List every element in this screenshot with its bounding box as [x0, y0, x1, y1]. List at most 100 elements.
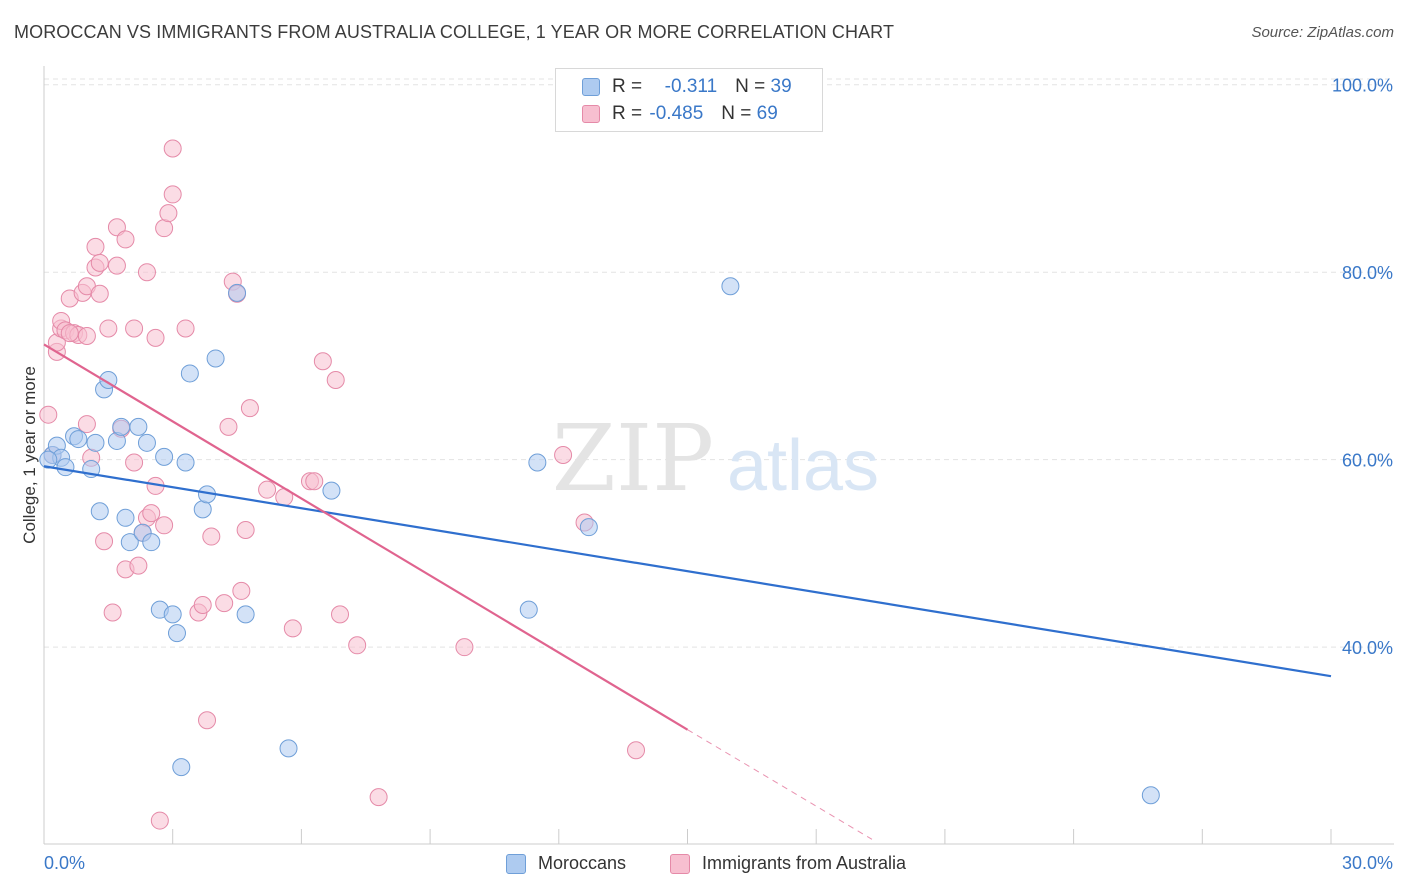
- pink-trend-line: [43, 343, 689, 731]
- pink-data-point: [554, 446, 573, 464]
- blue-data-point: [176, 453, 195, 472]
- pink-data-point: [125, 319, 144, 338]
- y-tick-label: 60.0%: [1342, 451, 1393, 471]
- blue-data-point: [155, 447, 174, 466]
- pink-data-point: [326, 371, 345, 390]
- blue-data-point: [279, 739, 298, 758]
- pink-data-point: [155, 219, 174, 238]
- pink-data-point: [198, 711, 217, 730]
- pink-trend-extension: [687, 729, 873, 840]
- grid: [44, 78, 1394, 648]
- legend-r-label: R =: [612, 103, 643, 124]
- blue-data-point: [142, 533, 161, 552]
- y-tick-label: 100.0%: [1332, 76, 1393, 96]
- blue-data-point: [116, 508, 135, 527]
- pink-data-point: [240, 399, 259, 418]
- blue-data-point: [206, 349, 225, 368]
- pink-data-point: [137, 263, 156, 282]
- axes: [43, 66, 1394, 845]
- blue-data-point: [90, 502, 109, 521]
- watermark: ZIP atlas: [552, 405, 879, 512]
- pink-data-point: [77, 326, 96, 345]
- legend-label-australia: Immigrants from Australia: [702, 853, 907, 873]
- blue-data-point: [129, 417, 148, 436]
- blue-data-point: [56, 458, 75, 477]
- pink-data-point: [107, 256, 126, 275]
- pink-data-point: [369, 788, 388, 807]
- pink-data-point: [331, 605, 350, 624]
- pink-data-point: [219, 417, 238, 436]
- legend-item-moroccans[interactable]: Moroccans: [506, 853, 626, 874]
- legend-r-label: R =: [612, 76, 643, 97]
- pink-data-point: [39, 405, 58, 424]
- blue-data-point: [519, 600, 538, 619]
- blue-data-point: [120, 533, 139, 552]
- pink-data-point: [125, 453, 144, 472]
- blue-data-point: [69, 430, 88, 449]
- trend-lines: [43, 343, 1332, 840]
- watermark-atlas: atlas: [727, 426, 879, 506]
- blue-data-point: [167, 624, 186, 643]
- pink-data-point: [146, 328, 165, 347]
- blue-series: [39, 277, 1160, 805]
- watermark-zip: ZIP: [552, 405, 714, 512]
- legend-n-label: N =: [735, 76, 766, 97]
- pink-data-point: [202, 527, 221, 546]
- legend-item-australia[interactable]: Immigrants from Australia: [670, 853, 906, 874]
- blue-data-point: [163, 605, 182, 624]
- source-label: Source: ZipAtlas.com: [1251, 24, 1394, 41]
- blue-data-point: [1141, 786, 1160, 805]
- pink-data-point: [107, 218, 126, 237]
- pink-data-point: [155, 516, 174, 535]
- legend-swatch-pink: [670, 853, 690, 874]
- pink-data-point: [129, 556, 148, 575]
- pink-series: [39, 139, 646, 830]
- chart-title: MOROCCAN VS IMMIGRANTS FROM AUSTRALIA CO…: [14, 22, 895, 42]
- blue-data-point: [86, 433, 105, 452]
- pink-data-point: [142, 504, 161, 523]
- blue-data-point: [228, 283, 247, 302]
- pink-data-point: [90, 284, 109, 303]
- y-tick-label: 80.0%: [1342, 263, 1393, 283]
- pink-data-point: [258, 480, 277, 499]
- x-tick-label: 30.0%: [1342, 853, 1393, 873]
- pink-data-point: [159, 204, 178, 223]
- legend-row-moroccans: R = -0.311 N = 39: [582, 74, 792, 100]
- pink-data-point: [215, 594, 234, 613]
- legend-n-value: 39: [770, 76, 792, 97]
- pink-data-point: [176, 319, 195, 338]
- blue-data-point: [721, 277, 740, 296]
- pink-data-point: [305, 472, 324, 491]
- legend-r-value: -0.311: [664, 76, 718, 97]
- tick-labels: 40.0% 60.0% 80.0% 100.0% 0.0% 30.0%: [44, 76, 1393, 873]
- legend-swatch-blue: [506, 853, 526, 874]
- legend-n-value: 69: [756, 103, 778, 124]
- pink-data-point: [116, 230, 135, 249]
- legend-swatch-blue: [582, 78, 600, 96]
- pink-data-point: [163, 139, 182, 158]
- pink-data-point: [163, 185, 182, 204]
- blue-data-point: [172, 758, 191, 777]
- legend-label-moroccans: Moroccans: [538, 853, 627, 873]
- pink-data-point: [193, 595, 212, 614]
- legend-n-label: N =: [721, 103, 752, 124]
- pink-data-point: [348, 636, 367, 655]
- y-axis-label: College, 1 year or more: [20, 366, 39, 544]
- pink-data-point: [313, 352, 332, 371]
- pink-data-point: [236, 520, 255, 539]
- blue-data-point: [39, 450, 58, 469]
- pink-data-point: [455, 638, 474, 657]
- blue-data-point: [112, 417, 131, 436]
- stats-legend: R = -0.311 N = 39 R = -0.485 N = 69: [555, 68, 823, 132]
- blue-data-point: [193, 500, 212, 519]
- pink-data-point: [95, 532, 114, 551]
- pink-data-point: [99, 319, 118, 338]
- pink-data-point: [60, 324, 79, 343]
- y-tick-label: 40.0%: [1342, 638, 1393, 658]
- pink-data-point: [103, 603, 122, 622]
- blue-data-point: [180, 364, 199, 383]
- legend-swatch-pink: [582, 105, 600, 123]
- pink-data-point: [86, 237, 105, 256]
- blue-data-point: [322, 481, 341, 500]
- x-tick-label: 0.0%: [44, 853, 85, 873]
